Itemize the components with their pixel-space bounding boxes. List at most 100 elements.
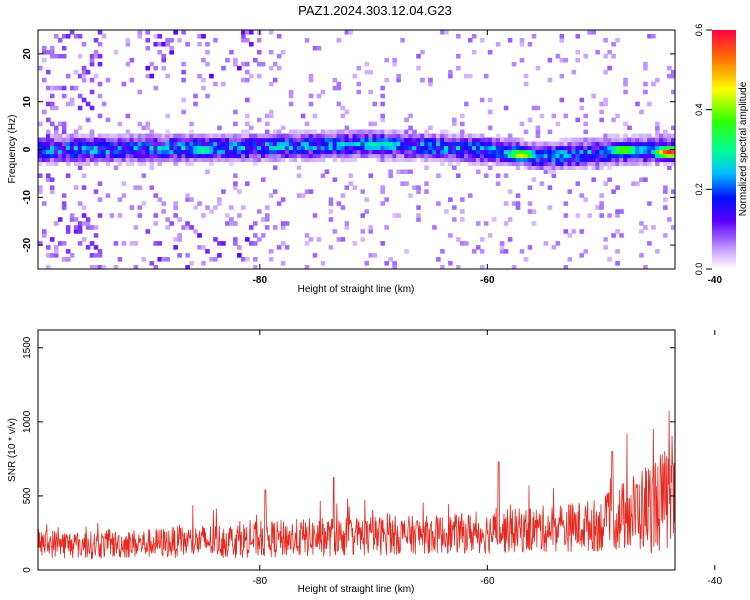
spectrogram-cell [463, 133, 469, 139]
x-tick-label: -60 [480, 576, 495, 587]
spectrogram-cell [495, 173, 501, 178]
spectrogram-cell [452, 145, 457, 151]
spectrogram-cell [408, 129, 413, 135]
spectrogram-cell [416, 153, 421, 159]
spectrogram-cell [268, 137, 274, 143]
spectrogram-cell [483, 137, 489, 143]
spectrogram-cell [256, 153, 262, 159]
spectrogram-cell [81, 133, 87, 139]
spectrogram-cell [177, 149, 182, 155]
spectrogram-cell [45, 141, 51, 147]
spectrogram-cell [511, 153, 517, 159]
spectrogram-cell [272, 165, 278, 171]
spectrogram-cell [587, 149, 592, 155]
spectrogram-cell [77, 33, 83, 39]
spectrogram-cell [448, 161, 453, 167]
spectrogram-cell [348, 157, 354, 163]
spectrogram-cell [360, 145, 366, 151]
spectrogram-cell [73, 141, 79, 147]
spectrogram-cell [225, 157, 230, 163]
spectrogram-cell [599, 117, 604, 123]
spectrogram-cell [619, 233, 624, 238]
spectrogram-cell [547, 205, 553, 210]
spectrogram-cell [161, 41, 166, 47]
spectrogram-cell [372, 137, 378, 143]
spectrogram-cell [368, 149, 374, 155]
spectrogram-cell [463, 149, 469, 155]
spectrogram-cell [213, 205, 218, 210]
spectrogram-cell [448, 153, 453, 159]
spectrogram-cell [288, 153, 294, 159]
spectrogram-cell [527, 201, 533, 206]
spectrogram-cell [579, 193, 585, 198]
y-tick-label: 1000 [22, 410, 33, 433]
spectrogram-cell [316, 93, 322, 99]
spectrogram-cell [177, 217, 182, 222]
spectrogram-cell [408, 133, 413, 139]
spectrogram-cell [276, 149, 282, 155]
spectrogram-cell [237, 145, 242, 151]
spectrogram-cell [284, 221, 290, 226]
spectrogram-cell [416, 189, 421, 194]
spectrogram-cell [61, 205, 67, 210]
spectrogram-cell [523, 145, 529, 151]
spectrogram-cell [479, 157, 485, 163]
spectrogram-cell [284, 137, 290, 143]
spectrogram-cell [639, 161, 644, 167]
spectrogram-cell [233, 173, 238, 178]
spectrogram-cell [38, 149, 43, 155]
spectrogram-cell [233, 185, 238, 190]
spectrogram-cell [181, 225, 186, 230]
spectrogram-cell [125, 37, 131, 43]
spectrogram-cell [193, 145, 198, 151]
spectrogram-cell [531, 177, 537, 182]
spectrogram-cell [65, 141, 71, 147]
spectrogram-cell [288, 101, 294, 107]
spectrogram-cell [360, 153, 366, 159]
spectrogram-cell [49, 237, 55, 242]
spectrogram-cell [595, 161, 600, 167]
spectrogram-cell [193, 149, 198, 155]
spectrogram-cell [165, 145, 170, 151]
spectrogram-cell [463, 241, 469, 246]
spectrogram-cell [579, 141, 585, 147]
spectrogram-cell [372, 141, 378, 147]
spectrogram-cell [237, 245, 242, 250]
spectrogram-cell [77, 153, 83, 159]
spectrogram-cell [368, 69, 374, 75]
spectrogram-cell [109, 149, 115, 155]
spectrogram-cell [264, 121, 270, 127]
spectrogram-cell [296, 137, 302, 143]
spectrogram-cell [471, 145, 477, 151]
spectrogram-cell [424, 157, 429, 163]
spectrogram-cell [217, 197, 222, 202]
spectrogram-cell [607, 145, 612, 151]
spectrogram-cell [181, 145, 186, 151]
spectrogram-cell [45, 133, 51, 139]
spectrogram-cell [256, 61, 262, 67]
spectrogram-cell [384, 149, 389, 155]
spectrogram-cell [233, 153, 238, 159]
spectrogram-cell [376, 129, 381, 135]
spectrogram-cell [153, 41, 159, 47]
spectrogram-cell [448, 197, 453, 202]
spectrogram-cell [65, 137, 71, 143]
spectrogram-cell [205, 205, 210, 210]
spectrogram-cell [535, 149, 541, 155]
spectrogram-cell [38, 121, 43, 127]
spectrogram-cell [177, 145, 182, 151]
spectrogram-cell [607, 133, 612, 139]
spectrogram-cell [615, 261, 620, 266]
spectrogram-cell [137, 161, 143, 167]
spectrogram-cell [89, 133, 95, 139]
spectrogram-cell [81, 173, 87, 178]
spectrogram-cell [93, 233, 99, 238]
spectrogram-cell [539, 165, 545, 171]
spectrogram-cell [388, 149, 393, 155]
spectrogram-cell [511, 201, 517, 206]
spectrogram-cell [535, 145, 541, 151]
spectrogram-cell [611, 141, 616, 147]
spectrogram-cell [436, 153, 441, 159]
spectrogram-cell [217, 133, 222, 139]
